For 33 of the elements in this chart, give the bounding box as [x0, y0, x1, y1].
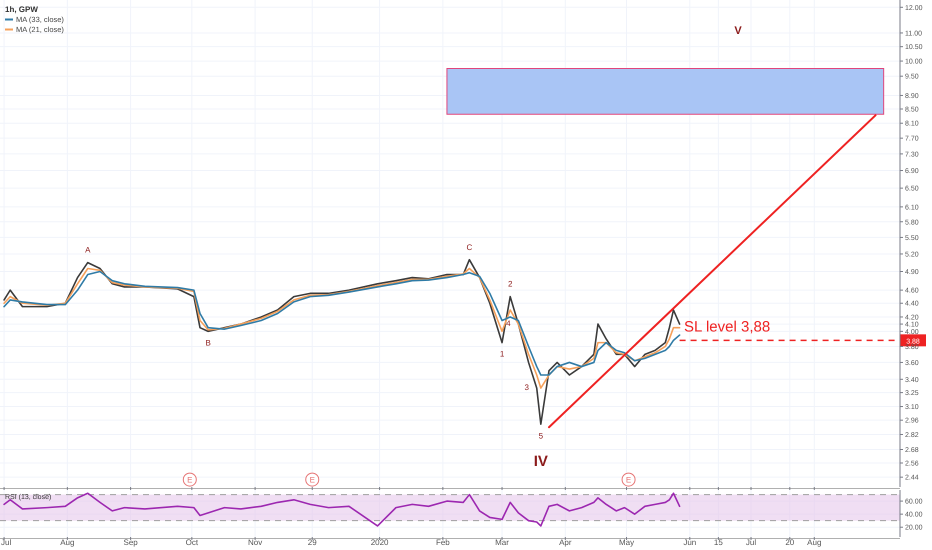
line-series [3, 258, 680, 425]
data-label: E [187, 476, 192, 485]
data-label: E [626, 476, 632, 485]
x-tick-label: Mar [495, 538, 510, 547]
annotation: V [734, 24, 742, 37]
annotation: 5 [538, 431, 544, 440]
x-tick-label: May [618, 538, 634, 547]
x-tick-label: Sep [123, 538, 138, 547]
data-label: E [310, 476, 315, 485]
ref-line-label: SL level 3,88 [684, 318, 770, 336]
text: 1h, GPW [5, 5, 38, 14]
line-series [3, 492, 680, 527]
x-tick-label: Aug [60, 538, 74, 547]
annotation: IV [534, 453, 548, 470]
x-tick-label: Aug [807, 538, 822, 547]
x-tick-label: Apr [559, 538, 572, 547]
annotation: 4 [506, 319, 512, 328]
annotation: A [85, 246, 92, 255]
x-tick-label: Feb [436, 538, 450, 547]
x-tick-label: Jun [683, 538, 696, 547]
x-tick-label: 15 [714, 538, 724, 547]
x-tick-label: Jul [746, 538, 756, 547]
annotation: C [466, 242, 472, 252]
annotation: 3 [524, 383, 530, 392]
x-tick-label: 20 [785, 538, 795, 547]
annotation: 2 [508, 280, 513, 289]
annotation: 1 [500, 350, 505, 359]
x-tick-label: 29 [308, 538, 318, 547]
x-tick-label: Nov [248, 538, 262, 547]
x-tick-label: 2020 [370, 538, 390, 547]
annotation: B [205, 338, 211, 348]
x-tick-label: Jul [1, 538, 12, 547]
x-tick-label: Oct [186, 538, 199, 547]
